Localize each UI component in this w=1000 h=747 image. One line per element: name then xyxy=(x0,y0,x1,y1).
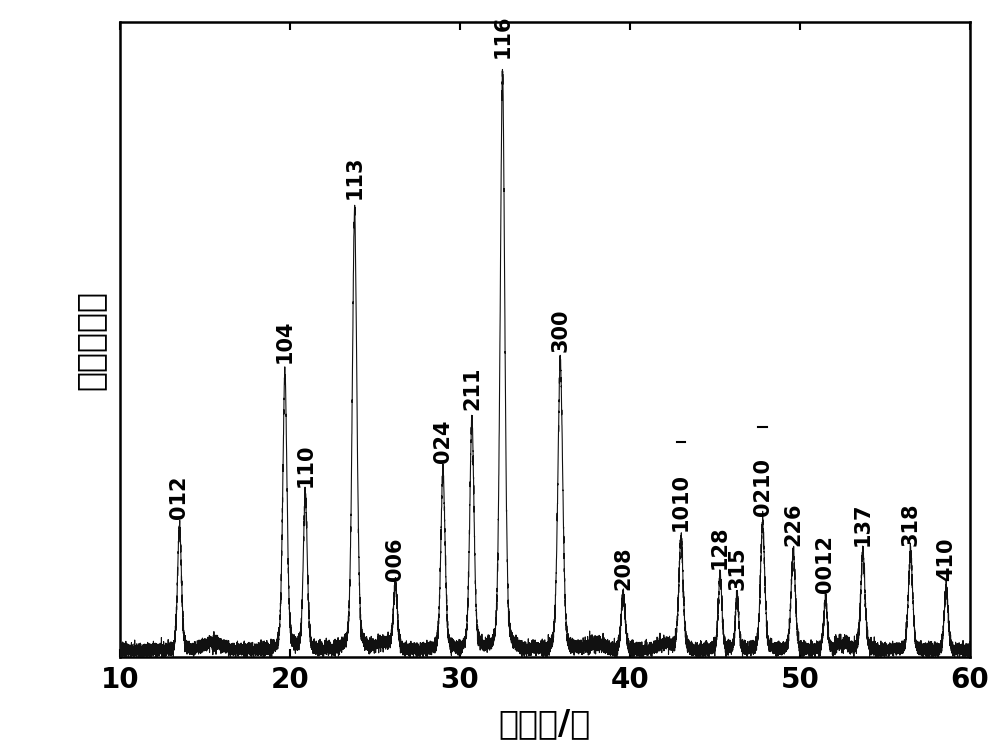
Text: 0012: 0012 xyxy=(816,535,836,592)
Text: 226: 226 xyxy=(783,502,803,545)
Text: 006: 006 xyxy=(385,537,405,581)
Text: 318: 318 xyxy=(900,502,920,545)
Text: 315: 315 xyxy=(727,546,747,589)
Text: 113: 113 xyxy=(345,155,365,199)
X-axis label: 衍射角/度: 衍射角/度 xyxy=(499,707,591,740)
Text: 104: 104 xyxy=(275,320,295,363)
Y-axis label: 衍射峰强度: 衍射峰强度 xyxy=(73,290,106,390)
Text: 300: 300 xyxy=(550,309,570,352)
Text: 1010: 1010 xyxy=(671,473,691,531)
Text: 208: 208 xyxy=(613,546,633,589)
Text: 110: 110 xyxy=(295,444,315,487)
Text: 137: 137 xyxy=(853,502,873,545)
Text: 116: 116 xyxy=(492,14,512,58)
Text: 012: 012 xyxy=(170,476,190,519)
Text: 410: 410 xyxy=(936,537,956,581)
Text: 211: 211 xyxy=(462,367,482,410)
Text: 128: 128 xyxy=(710,526,730,569)
Text: 024: 024 xyxy=(433,420,453,463)
Text: 0210: 0210 xyxy=(753,458,773,516)
